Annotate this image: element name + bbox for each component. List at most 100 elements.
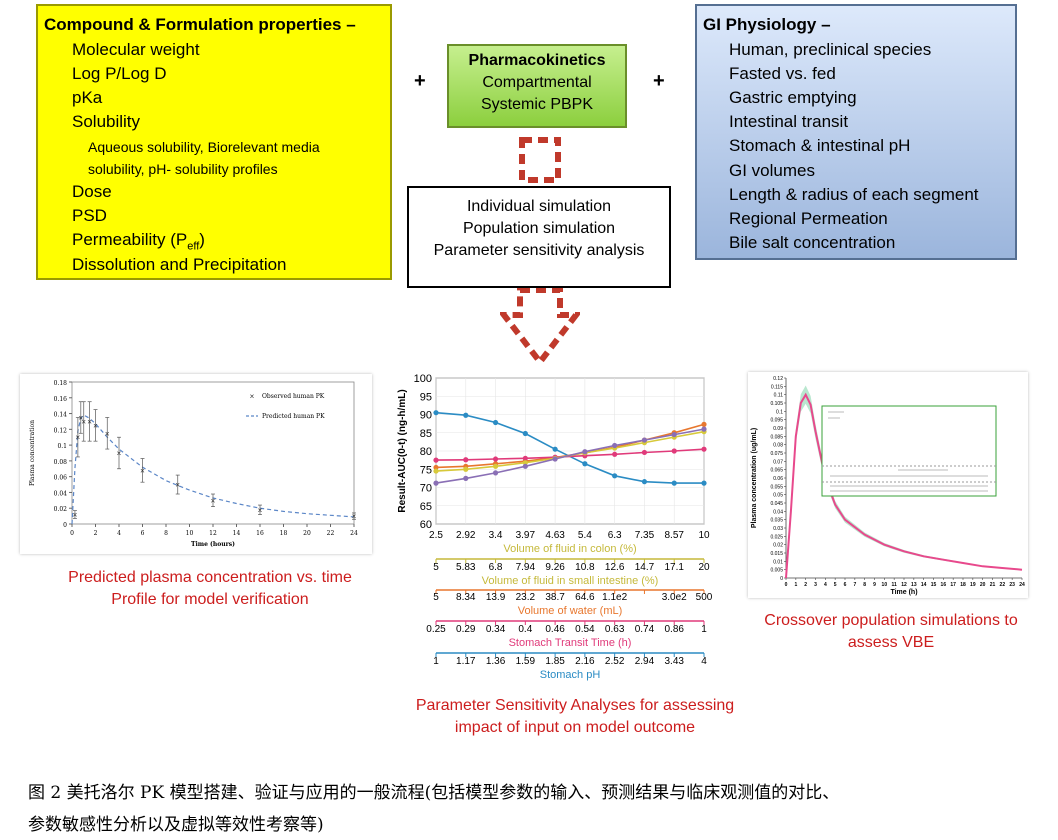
simulation-line-2: Population simulation — [462, 220, 616, 237]
y-tick-label: 0.02 — [773, 543, 783, 549]
series-point — [671, 431, 677, 438]
compound-properties-box: Compound & Formulation properties – Mole… — [36, 4, 392, 280]
legend-observed-marker: × — [250, 392, 255, 401]
y-tick-label: 0.11 — [774, 393, 784, 399]
gi-box-title-dash: – — [816, 15, 831, 34]
x-axis-name: Volume of fluid in colon (%) — [503, 543, 636, 555]
series-point — [701, 480, 707, 486]
y-tick-label: 0.06 — [773, 476, 783, 482]
compound-box-title-dash: – — [341, 15, 356, 34]
y-tick-label: 75 — [420, 464, 432, 476]
x-tick-label: 2.16 — [575, 656, 595, 667]
gi-item: Intestinal transit — [729, 112, 849, 131]
x-tick-label: 0.4 — [518, 624, 532, 635]
x-tick-label: 6.3 — [608, 530, 622, 541]
x-tick-label: 18 — [280, 530, 288, 537]
x-axis-name: Volume of water (mL) — [518, 605, 623, 617]
statistics-overlay — [821, 405, 997, 497]
x-tick-label: 1.1e2 — [602, 592, 627, 603]
gi-item: Stomach & intestinal pH — [729, 136, 911, 155]
y-tick-label: 0.18 — [54, 380, 68, 387]
x-tick-label: 500 — [696, 592, 713, 603]
x-tick-label: 5 — [433, 592, 439, 603]
x-tick-label: 0.63 — [605, 624, 625, 635]
x-tick-label: 19 — [970, 582, 976, 588]
x-tick-label: 0 — [70, 530, 74, 537]
series-point — [522, 460, 528, 466]
compound-item-dissolution: Dissolution and Precipitation — [72, 255, 287, 274]
x-tick-label: 8 — [164, 530, 168, 537]
x-tick-label: 14.7 — [635, 562, 655, 573]
upper-dashed-connector — [519, 137, 561, 183]
x-tick-label: 16 — [941, 582, 947, 588]
compound-item-solubility: Solubility — [72, 112, 141, 131]
x-tick-label: 2.94 — [635, 656, 655, 667]
x-tick-label: 7.94 — [516, 562, 536, 573]
x-tick-label: 5 — [433, 562, 439, 573]
gi-box-title: GI Physiology – — [703, 15, 831, 35]
x-tick-label: 0.74 — [635, 624, 655, 635]
y-tick-label: 0.1 — [776, 409, 783, 415]
x-tick-label: 23.2 — [516, 592, 536, 603]
series-point — [433, 464, 439, 471]
simulation-box: Individual simulation Population simulat… — [407, 186, 671, 288]
x-tick-label: 9 — [873, 582, 876, 588]
pk-box-line-1: Compartmental — [482, 74, 592, 91]
series-line — [435, 428, 705, 484]
x-axis-name: Stomach Transit Time (h) — [509, 637, 632, 649]
right-caption: Crossover population simulations to asse… — [736, 612, 1046, 652]
x-tick-label: 3.4 — [489, 530, 503, 541]
x-tick-label: 6 — [141, 530, 145, 537]
left-caption-line-2: Profile for model verification — [111, 591, 309, 608]
y-tick-label: 0.01 — [773, 559, 783, 565]
x-tick-label: 8 — [863, 582, 866, 588]
series-point — [492, 470, 499, 476]
y-tick-label: 0.025 — [770, 534, 783, 540]
series-point — [701, 426, 707, 432]
series-point — [582, 449, 588, 455]
pk-box-title: Pharmacokinetics — [468, 52, 606, 69]
series-point — [671, 480, 677, 486]
y-tick-label: 0.005 — [770, 568, 783, 574]
x-tick-label: 8.57 — [664, 530, 684, 541]
y-tick-label: 0.03 — [773, 526, 783, 532]
x-tick-label: 1 — [794, 582, 797, 588]
simulation-line-1: Individual simulation — [466, 198, 612, 215]
series-point — [582, 461, 588, 467]
x-tick-label: 1.17 — [456, 656, 476, 667]
series-point — [463, 466, 469, 472]
permeability-subscript: eff — [187, 240, 200, 253]
y-axis-label: Result-AUC(0-t) (ng-h/mL) — [397, 389, 408, 512]
x-tick-label: 2.92 — [456, 530, 476, 541]
compound-box-title: Compound & Formulation properties – — [44, 15, 356, 35]
x-tick-label: 22 — [327, 530, 335, 537]
series-point — [552, 446, 558, 452]
x-tick-label: 17 — [950, 582, 956, 588]
y-tick-label: 0.07 — [773, 459, 783, 465]
compound-item-logp: Log P/Log D — [72, 64, 167, 83]
y-tick-label: 0.14 — [54, 412, 68, 419]
permeability-label: Permeability (P — [72, 230, 188, 249]
solubility-sub-line-2: solubility, pH- solubility profiles — [88, 161, 278, 177]
x-tick-label: 14 — [233, 530, 241, 537]
x-tick-label: 6 — [844, 582, 847, 588]
x-tick-label: 1 — [433, 656, 439, 667]
gi-box-title-text: GI Physiology — [703, 15, 817, 34]
series-point — [463, 475, 469, 481]
observed-point: × — [73, 511, 78, 520]
gi-item: GI volumes — [729, 161, 815, 180]
y-tick-label: 0.035 — [770, 518, 783, 524]
x-tick-label: 12 — [901, 582, 907, 588]
x-axis-name: Volume of fluid in small intestine (%) — [482, 575, 659, 587]
y-tick-label: 0.055 — [770, 484, 783, 490]
middle-caption-line-1: Parameter Sensitivity Analyses for asses… — [415, 697, 735, 714]
series-point — [612, 451, 618, 457]
x-tick-label: 18 — [960, 582, 966, 588]
series-point — [492, 463, 499, 469]
compound-item-dose: Dose — [72, 182, 112, 201]
x-tick-label: 4 — [117, 530, 121, 537]
y-tick-label: 0.08 — [773, 443, 783, 449]
y-tick-label: 0.065 — [770, 468, 783, 474]
x-tick-label: 5 — [834, 582, 837, 588]
x-tick-label: 38.7 — [545, 592, 565, 603]
